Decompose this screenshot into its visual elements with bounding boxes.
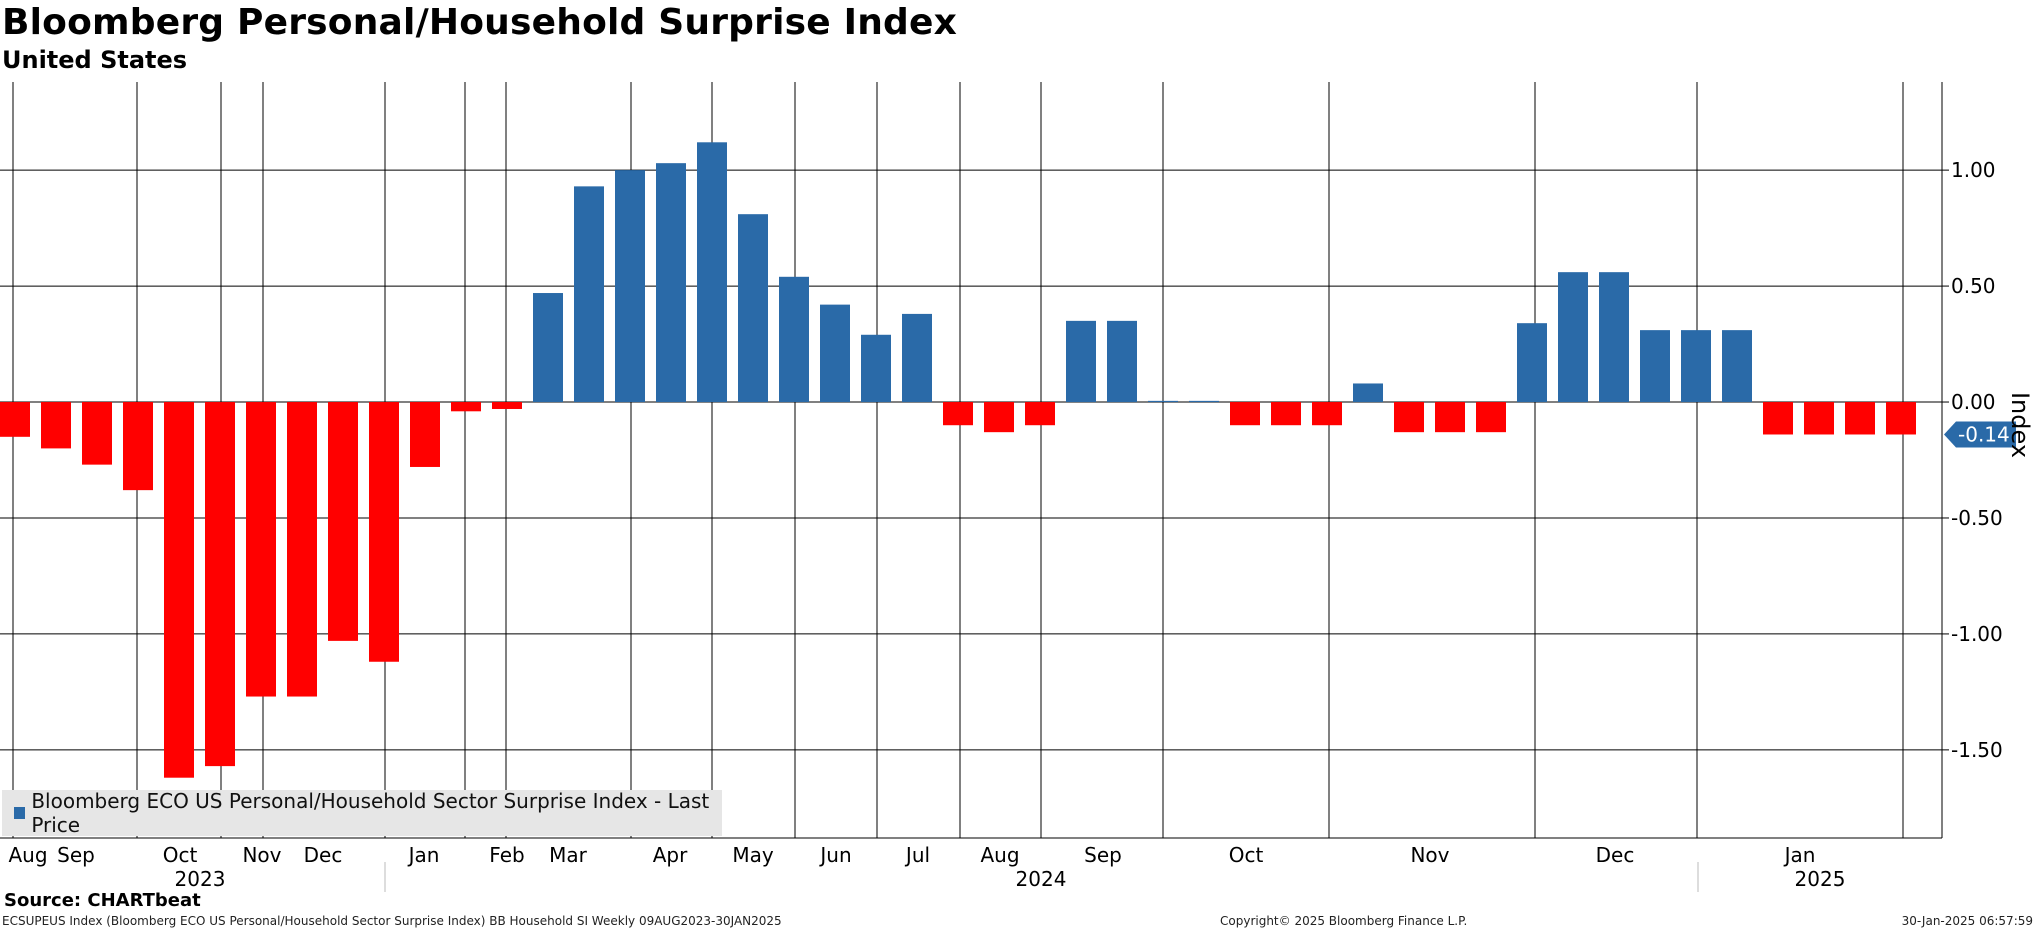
bar-30 bbox=[1230, 402, 1260, 426]
x-month-label-15: Nov bbox=[1410, 843, 1449, 867]
y-tick-label-3: -0.50 bbox=[1951, 506, 2003, 530]
bar-43 bbox=[1763, 402, 1793, 435]
vertical-gridlines bbox=[12, 82, 1904, 838]
bar-37 bbox=[1517, 323, 1547, 403]
legend-label: Bloomberg ECO US Personal/Household Sect… bbox=[31, 789, 710, 837]
bar-25 bbox=[1025, 402, 1055, 426]
bar-38 bbox=[1558, 272, 1588, 403]
bar-4 bbox=[164, 402, 194, 778]
y-tick-label-5: -1.50 bbox=[1951, 738, 2003, 762]
bar-13 bbox=[533, 293, 563, 403]
bar-12 bbox=[492, 402, 522, 409]
x-month-label-2: Oct bbox=[163, 843, 198, 867]
bar-31 bbox=[1271, 402, 1301, 426]
bar-40 bbox=[1640, 330, 1670, 403]
bar-11 bbox=[451, 402, 481, 412]
x-year-label-2: 2025 bbox=[1795, 867, 1846, 891]
x-month-label-11: Jul bbox=[904, 843, 930, 867]
y-tick-label-0: 1.00 bbox=[1951, 158, 1996, 182]
bar-44 bbox=[1804, 402, 1834, 435]
bar-42 bbox=[1722, 330, 1752, 403]
last-value-label: -0.14 bbox=[1958, 422, 2010, 446]
bar-32 bbox=[1312, 402, 1342, 426]
chart-title: Bloomberg Personal/Household Surprise In… bbox=[2, 2, 958, 43]
x-month-label-7: Mar bbox=[549, 843, 588, 867]
x-month-label-13: Sep bbox=[1084, 843, 1122, 867]
bar-18 bbox=[738, 214, 768, 403]
bar-1 bbox=[41, 402, 71, 449]
x-month-label-10: Jun bbox=[818, 843, 851, 867]
x-month-label-6: Feb bbox=[489, 843, 524, 867]
x-month-label-5: Jan bbox=[407, 843, 440, 867]
bar-22 bbox=[902, 313, 932, 403]
bar-45 bbox=[1845, 402, 1875, 435]
bar-14 bbox=[574, 186, 604, 403]
bar-21 bbox=[861, 334, 891, 403]
legend-swatch bbox=[14, 807, 26, 819]
x-year-label-1: 2024 bbox=[1016, 867, 1067, 891]
bar-46 bbox=[1886, 402, 1916, 435]
bar-8 bbox=[328, 402, 358, 641]
bar-15 bbox=[615, 170, 645, 403]
bar-2 bbox=[82, 402, 112, 465]
bar-23 bbox=[943, 402, 973, 426]
bar-29 bbox=[1189, 400, 1219, 403]
x-month-label-17: Jan bbox=[1783, 843, 1816, 867]
bar-34 bbox=[1394, 402, 1424, 433]
bar-33 bbox=[1353, 383, 1383, 403]
y-tick-label-2: 0.00 bbox=[1951, 390, 1996, 414]
bar-5 bbox=[205, 402, 235, 767]
footer-copyright: Copyright© 2025 Bloomberg Finance L.P. bbox=[1220, 914, 1468, 928]
x-month-label-9: May bbox=[732, 843, 774, 867]
bar-20 bbox=[820, 304, 850, 403]
bar-35 bbox=[1435, 402, 1465, 433]
y-axis-label: Index bbox=[2006, 392, 2034, 458]
bar-26 bbox=[1066, 320, 1096, 403]
x-month-label-4: Dec bbox=[304, 843, 343, 867]
x-month-label-12: Aug bbox=[980, 843, 1019, 867]
bar-28 bbox=[1148, 400, 1178, 403]
last-value-badge bbox=[1944, 421, 2016, 448]
x-month-label-3: Nov bbox=[242, 843, 281, 867]
bar-6 bbox=[246, 402, 276, 697]
bar-41 bbox=[1681, 330, 1711, 403]
bar-3 bbox=[123, 402, 153, 491]
x-month-label-1: Sep bbox=[57, 843, 95, 867]
chart-subtitle: United States bbox=[2, 46, 188, 74]
x-month-label-0: Aug bbox=[8, 843, 47, 867]
x-year-label-0: 2023 bbox=[175, 867, 226, 891]
bar-7 bbox=[287, 402, 317, 697]
x-axis: Aug Sep Oct Nov Dec Jan Feb Mar Apr May Jun Jul Aug S… bbox=[0, 837, 1942, 892]
x-month-label-16: Dec bbox=[1596, 843, 1635, 867]
bars bbox=[0, 142, 1916, 778]
x-month-label-14: Oct bbox=[1229, 843, 1264, 867]
y-tick-label-4: -1.00 bbox=[1951, 622, 2003, 646]
bar-9 bbox=[369, 402, 399, 662]
footer-ticker: ECSUPEUS Index (Bloomberg ECO US Persona… bbox=[2, 914, 782, 928]
x-month-label-8: Apr bbox=[653, 843, 688, 867]
legend: Bloomberg ECO US Personal/Household Sect… bbox=[2, 789, 722, 837]
bar-10 bbox=[410, 402, 440, 467]
bar-36 bbox=[1476, 402, 1506, 433]
bar-0 bbox=[0, 402, 30, 437]
bar-17 bbox=[697, 142, 727, 403]
y-tick-label-1: 0.50 bbox=[1951, 274, 1996, 298]
source-note: Source: CHARTbeat bbox=[4, 890, 201, 911]
bar-39 bbox=[1599, 272, 1629, 403]
bar-27 bbox=[1107, 320, 1137, 403]
bar-19 bbox=[779, 276, 809, 403]
footer-timestamp: 30-Jan-2025 06:57:59 bbox=[1901, 914, 2033, 928]
bar-16 bbox=[656, 163, 686, 403]
bar-24 bbox=[984, 402, 1014, 433]
